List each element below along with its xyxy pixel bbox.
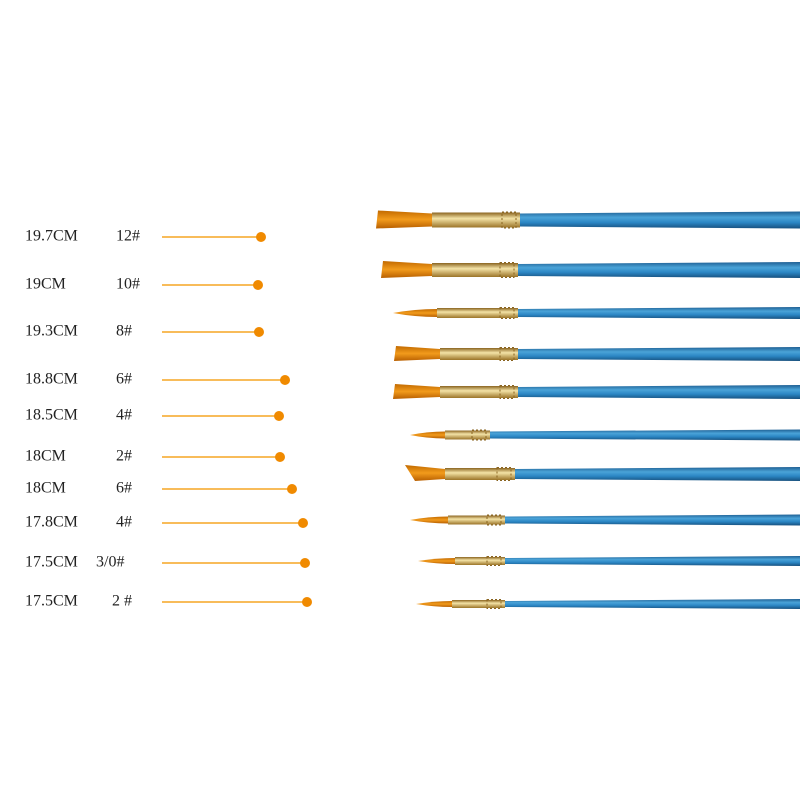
brush-crimp xyxy=(496,467,512,481)
guide-dot xyxy=(280,375,290,385)
brush-handle xyxy=(490,429,800,441)
size-label: 6# xyxy=(116,371,132,388)
length-label: 18CM xyxy=(25,480,66,497)
brush-bristles xyxy=(405,465,445,481)
brush-ferrule xyxy=(440,348,518,360)
brush-crimp xyxy=(486,599,502,609)
length-label: 17.5CM xyxy=(25,554,78,571)
guide-dot xyxy=(275,452,285,462)
size-label: 4# xyxy=(116,407,132,424)
brush-crimp xyxy=(499,347,515,361)
size-label: 4# xyxy=(116,514,132,531)
size-label: 2 # xyxy=(112,593,132,610)
size-label: 3/0# xyxy=(96,554,124,571)
length-label: 19.3CM xyxy=(25,323,78,340)
brush-bristles xyxy=(410,431,445,439)
brush-crimp xyxy=(499,385,515,399)
brush-crimp xyxy=(501,211,517,229)
guide-dot xyxy=(274,411,284,421)
brush-crimp xyxy=(499,262,515,278)
guide-dot xyxy=(253,280,263,290)
brush-bristles xyxy=(416,601,452,607)
size-label: 12# xyxy=(116,228,140,245)
brush-handle xyxy=(518,347,800,361)
brush-handle xyxy=(505,599,800,609)
brush-crimp xyxy=(486,556,502,566)
size-label: 6# xyxy=(116,480,132,497)
size-label: 10# xyxy=(116,276,140,293)
brush-ferrule xyxy=(452,600,505,608)
guide-dot xyxy=(254,327,264,337)
brush-handle xyxy=(515,467,800,481)
brush-handle xyxy=(518,307,800,319)
brush-crimp xyxy=(499,307,515,319)
brush-ferrule xyxy=(440,386,518,398)
brush-ferrule xyxy=(432,263,518,277)
guide-dot xyxy=(298,518,308,528)
brush-bristles xyxy=(381,261,432,278)
size-label: 2# xyxy=(116,448,132,465)
brush-handle xyxy=(518,385,800,399)
brush-ferrule xyxy=(432,212,520,228)
length-label: 18.5CM xyxy=(25,407,78,424)
guide-dot xyxy=(302,597,312,607)
length-label: 19.7CM xyxy=(25,228,78,245)
length-label: 17.5CM xyxy=(25,593,78,610)
guide-dot xyxy=(300,558,310,568)
brush-ferrule xyxy=(445,430,490,440)
brush-bristles xyxy=(410,516,448,524)
brush-handle xyxy=(505,514,800,526)
brush-bristles xyxy=(393,309,437,317)
guide-dot xyxy=(287,484,297,494)
brush-handle xyxy=(505,556,800,566)
brush-bristles xyxy=(393,384,440,399)
guide-dot xyxy=(256,232,266,242)
length-label: 18.8CM xyxy=(25,371,78,388)
brush-ferrule xyxy=(455,557,505,565)
size-label: 8# xyxy=(116,323,132,340)
brush-bristles xyxy=(418,558,455,564)
brush-ferrule xyxy=(445,468,515,480)
brush-ferrule xyxy=(437,308,518,318)
brush-bristles xyxy=(376,210,432,229)
brush-bristles xyxy=(394,346,440,361)
brush-handle xyxy=(520,211,800,229)
length-label: 17.8CM xyxy=(25,514,78,531)
brush-handle xyxy=(518,262,800,278)
length-label: 19CM xyxy=(25,276,66,293)
brush-ferrule xyxy=(448,515,505,525)
length-label: 18CM xyxy=(25,448,66,465)
